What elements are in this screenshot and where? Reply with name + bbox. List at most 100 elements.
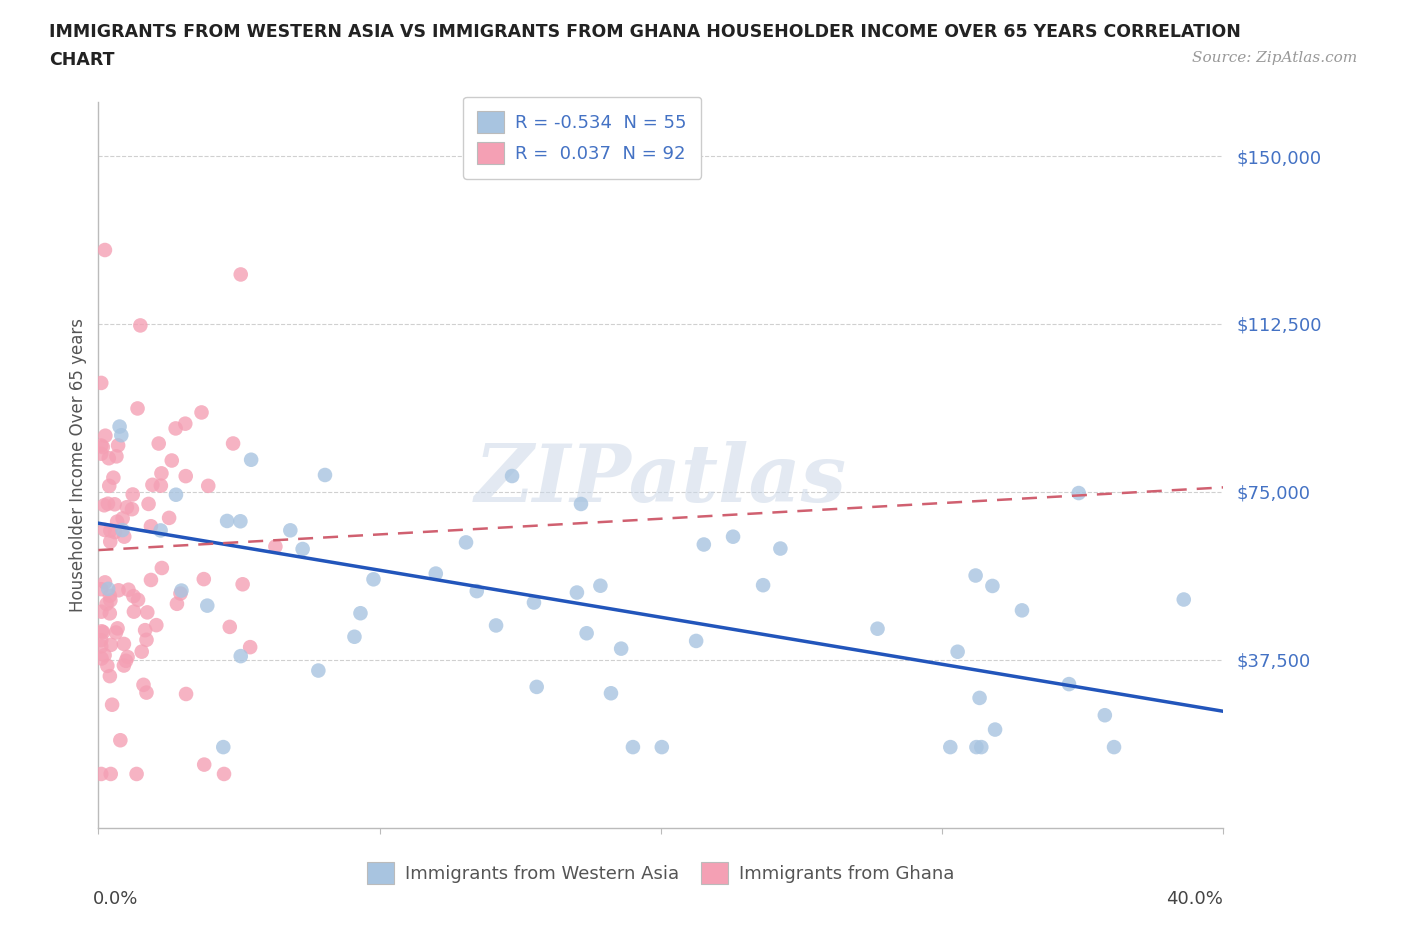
Point [97,497,120,512]
Point [107,583,129,598]
Point [264,539,287,554]
Text: ZIPatlas: ZIPatlas [475,441,846,518]
Point [965,568,987,583]
Point [685,633,707,648]
Point [165,421,187,436]
Point [229,267,252,282]
Point [693,537,716,551]
Point [110,428,132,443]
Y-axis label: Householder Income Over 65 years: Householder Income Over 65 years [69,318,87,612]
Point [90,446,112,461]
Point [98,534,121,549]
Point [1067,485,1090,500]
Point [138,497,160,512]
Point [1094,708,1116,723]
Point [105,514,128,529]
Point [1011,603,1033,618]
Point [160,453,183,468]
Text: IMMIGRANTS FROM WESTERN ASIA VS IMMIGRANTS FROM GHANA HOUSEHOLDER INCOME OVER 65: IMMIGRANTS FROM WESTERN ASIA VS IMMIGRAN… [49,23,1241,41]
Point [1173,592,1195,607]
Point [212,739,235,754]
Point [127,401,149,416]
Point [134,623,156,638]
Point [314,468,336,483]
Point [232,577,254,591]
Point [526,680,548,695]
Point [98,589,121,604]
Point [112,658,135,673]
Point [291,541,314,556]
Point [240,452,263,467]
Point [610,641,633,656]
Point [135,632,157,647]
Point [565,585,588,600]
Point [115,654,138,669]
Point [965,739,987,754]
Point [97,451,120,466]
Point [1102,739,1125,754]
Text: Source: ZipAtlas.com: Source: ZipAtlas.com [1191,51,1357,65]
Point [145,618,167,632]
Point [112,636,135,651]
Point [425,566,447,581]
Point [149,523,172,538]
Point [96,658,118,673]
Point [239,640,262,655]
Text: 40.0%: 40.0% [1167,890,1223,909]
Point [485,618,508,633]
Point [169,586,191,601]
Point [984,722,1007,737]
Point [90,438,112,453]
Point [107,438,129,453]
Point [621,739,644,754]
Point [104,497,127,512]
Point [90,624,112,639]
Point [111,523,134,538]
Point [100,637,122,652]
Point [165,487,187,502]
Point [939,739,962,754]
Point [981,578,1004,593]
Point [136,604,159,619]
Point [465,584,488,599]
Point [343,630,366,644]
Point [101,698,124,712]
Point [501,469,523,484]
Point [229,514,252,529]
Point [129,318,152,333]
Point [100,593,122,608]
Point [721,529,744,544]
Point [104,525,127,539]
Point [307,663,329,678]
Point [94,575,117,590]
Point [150,466,173,481]
Point [98,478,121,493]
Point [190,405,212,419]
Point [135,685,157,700]
Point [94,243,117,258]
Point [121,502,143,517]
Point [97,581,120,596]
Point [150,561,173,576]
Point [193,572,215,587]
Point [90,376,112,391]
Point [769,541,792,556]
Point [103,471,125,485]
Point [866,621,889,636]
Point [96,596,118,611]
Point [148,436,170,451]
Point [90,604,112,619]
Point [98,606,121,621]
Point [170,583,193,598]
Point [651,739,673,754]
Point [600,685,623,700]
Point [212,766,235,781]
Point [363,572,385,587]
Point [569,497,592,512]
Point [589,578,612,593]
Point [174,469,197,484]
Point [752,578,775,592]
Point [193,757,215,772]
Point [110,733,132,748]
Point [946,644,969,659]
